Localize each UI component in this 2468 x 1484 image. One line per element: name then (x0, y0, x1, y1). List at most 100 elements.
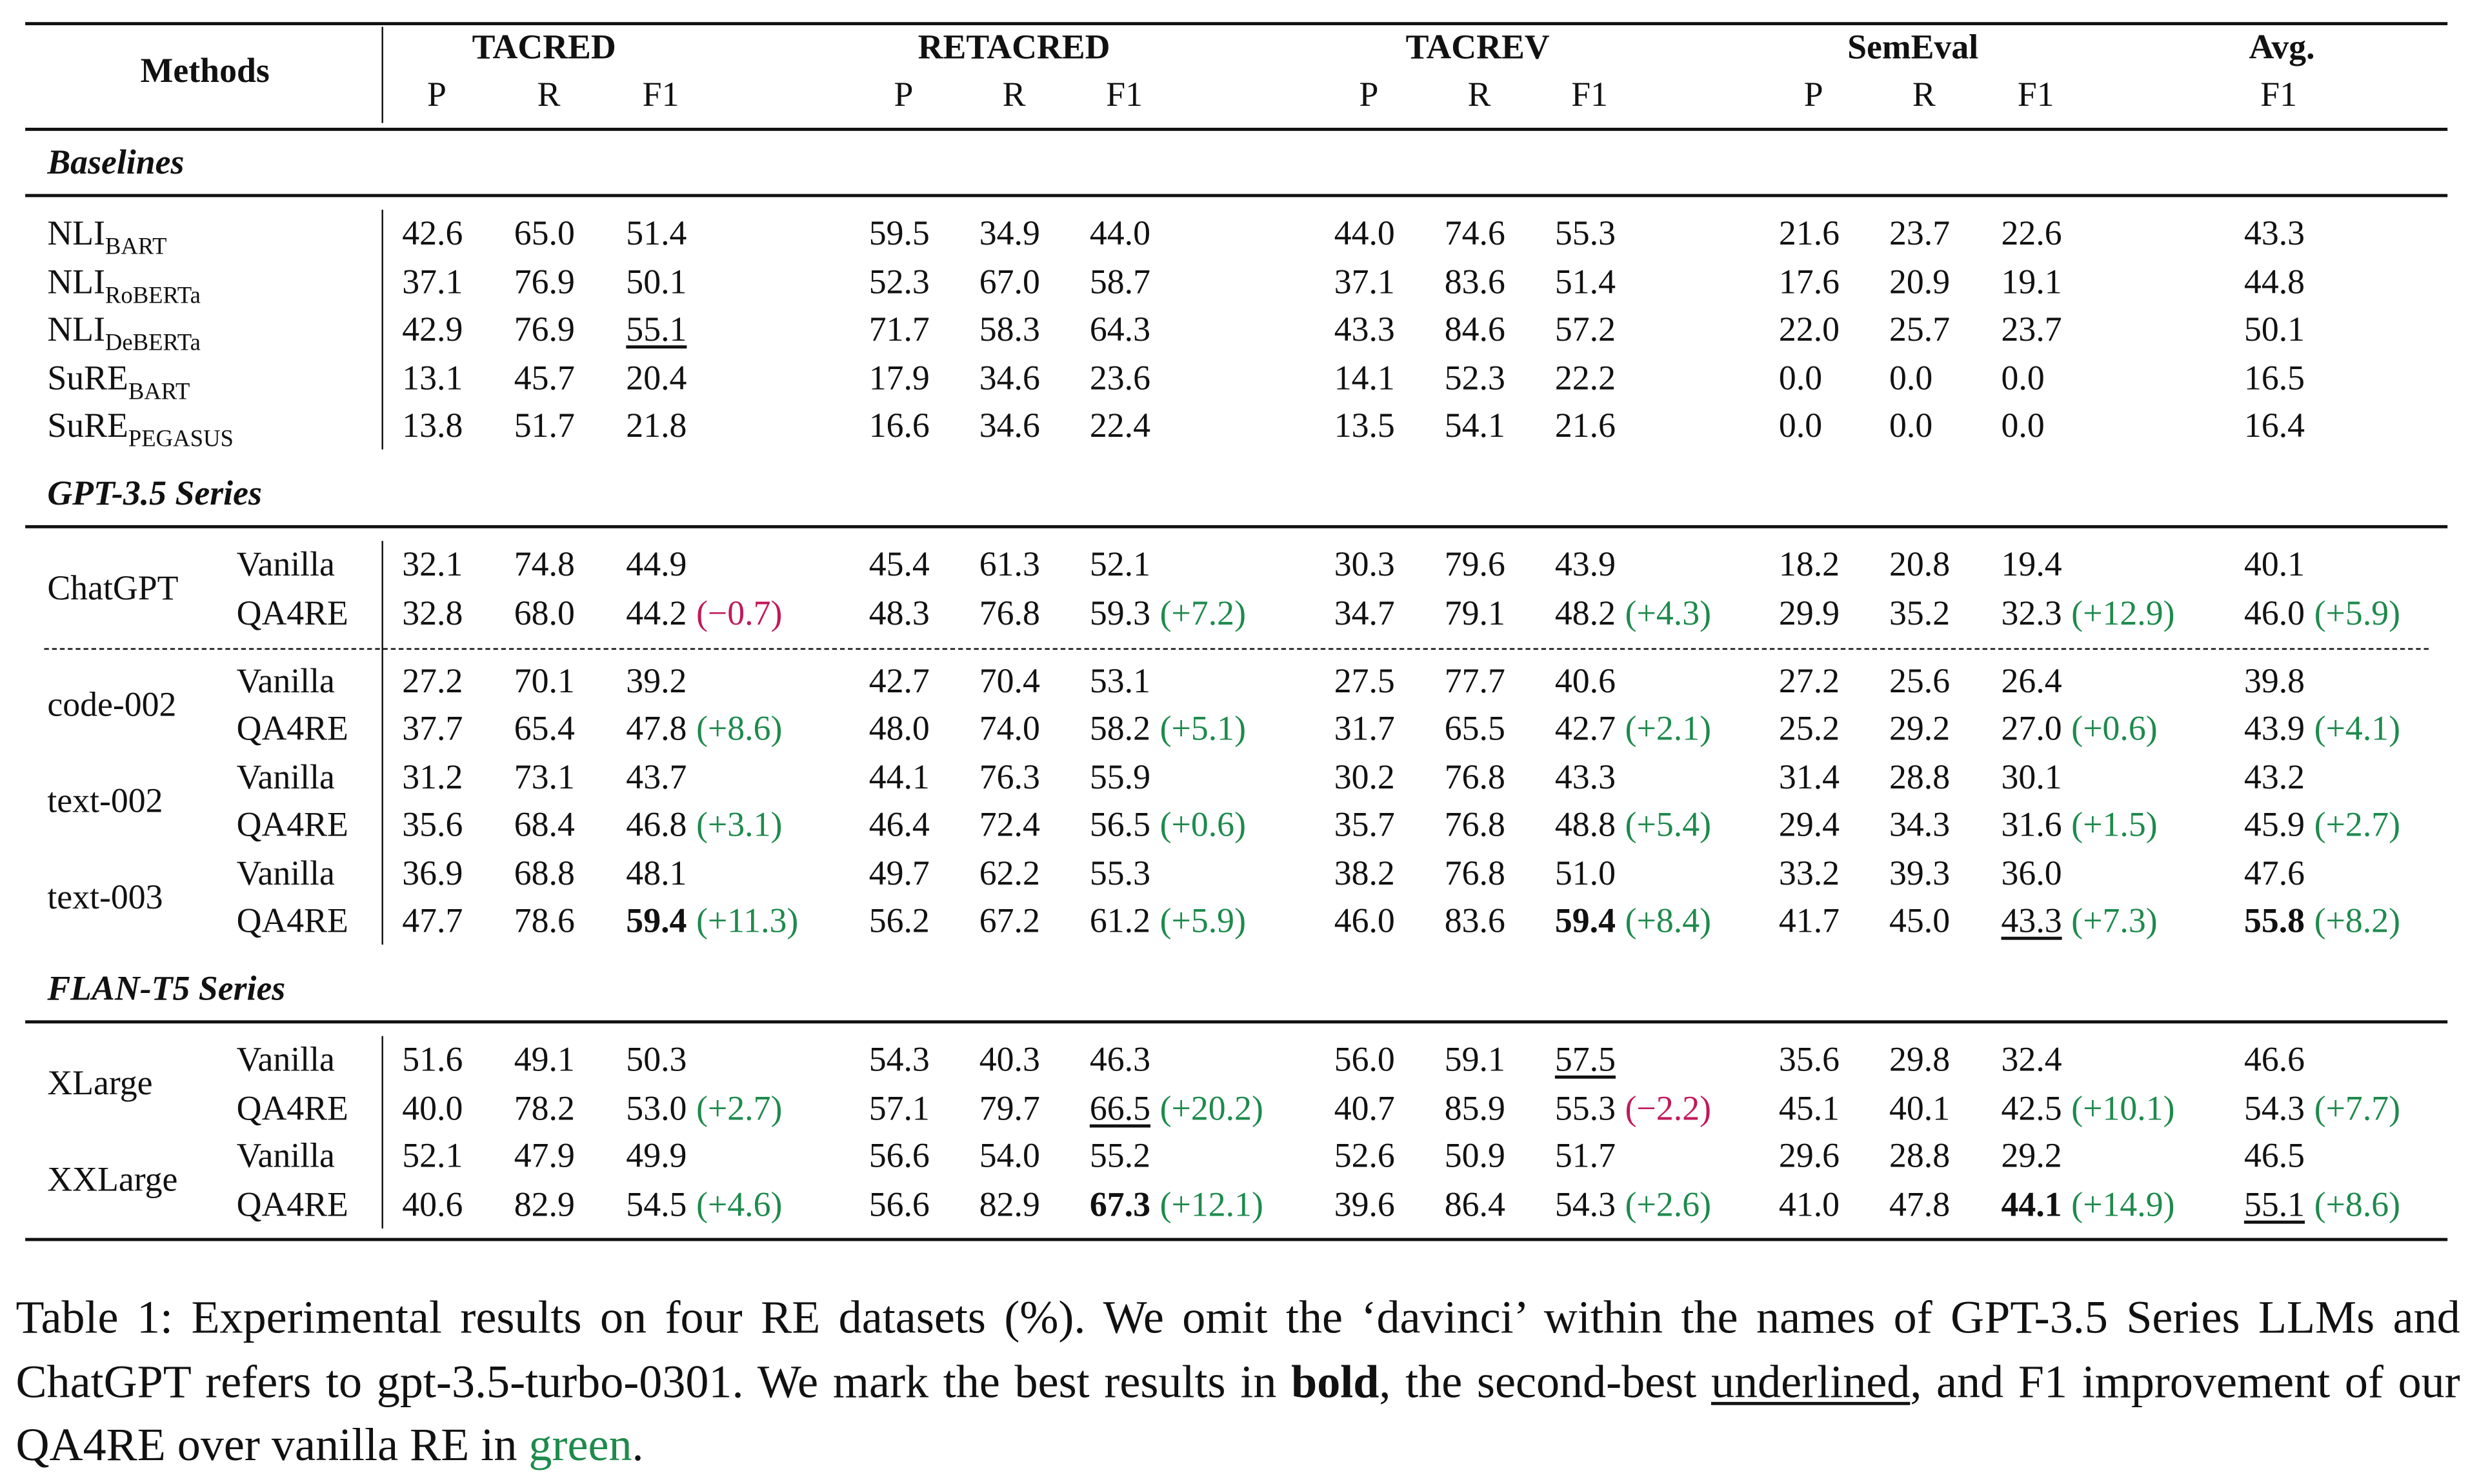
cell: 22.2 (1554, 357, 1616, 397)
cell-delta: (+3.1) (696, 804, 783, 844)
cell: 54.3 (868, 1039, 930, 1079)
cell: 13.1 (402, 357, 463, 397)
cell: 65.0 (514, 212, 575, 253)
method-base: NLI (47, 261, 105, 301)
cell: 51.7 (1554, 1135, 1616, 1175)
cell: 16.6 (868, 405, 930, 445)
cell: 29.2 (2001, 1135, 2062, 1175)
cell-delta: (+4.6) (696, 1183, 783, 1223)
cell: 76.9 (514, 261, 575, 301)
cell: 51.4 (626, 212, 687, 253)
cell: 47.8 (1889, 1183, 1951, 1223)
cell: 46.0 (1334, 900, 1395, 940)
cell: 41.7 (1778, 900, 1840, 940)
cell-delta: (+5.9) (2314, 592, 2401, 632)
cell-delta: (+12.1) (1159, 1183, 1263, 1223)
cell: 42.7 (+2.1) (1555, 708, 1711, 749)
cell-value: 54.3 (1554, 1183, 1616, 1223)
cell: 14.1 (1334, 357, 1395, 397)
cell-delta: (+12.9) (2071, 592, 2175, 632)
cell: 50.3 (626, 1039, 687, 1079)
cell: 50.1 (2243, 309, 2305, 349)
cell: 52.1 (402, 1135, 463, 1175)
table-caption: Table 1: Experimental results on four RE… (15, 1287, 2460, 1478)
cell: 83.6 (1444, 900, 1505, 940)
cell: 48.2 (+4.3) (1555, 592, 1711, 634)
dataset-header: TACRED (472, 26, 616, 66)
cell: 27.2 (402, 659, 463, 699)
cell: 46.8 (+3.1) (626, 804, 782, 845)
cell: 48.1 (626, 852, 687, 892)
cell: 46.6 (2243, 1039, 2305, 1079)
cell: 21.6 (1778, 212, 1840, 253)
group-name: ChatGPT (47, 568, 179, 608)
vertical-rule (381, 541, 384, 945)
cell-delta: (+2.1) (1625, 708, 1711, 748)
cell: 44.9 (626, 544, 687, 584)
cell: 56.2 (868, 900, 930, 940)
cell: 44.0 (1334, 212, 1395, 253)
cell: 57.5 (1555, 1039, 1616, 1081)
cell: 78.2 (514, 1087, 575, 1127)
cell-value: 48.2 (1554, 592, 1616, 632)
cell: 27.2 (1778, 659, 1840, 699)
rule (25, 128, 2448, 130)
metric-header: R (1002, 74, 1026, 114)
cell: 72.4 (979, 804, 1040, 844)
cell: 29.9 (1778, 592, 1840, 632)
cell: 29.6 (1778, 1135, 1840, 1175)
cell: 52.6 (1334, 1135, 1395, 1175)
cell: 43.3 (1554, 756, 1616, 796)
dashed-divider (44, 648, 2429, 650)
metric-header: F1 (2017, 74, 2054, 114)
cell: 39.8 (2243, 659, 2305, 699)
cell: 56.6 (868, 1183, 930, 1223)
cell-value: 59.3 (1089, 592, 1150, 632)
cell-value: 55.1 (2243, 1183, 2305, 1223)
cell: 25.7 (1889, 309, 1951, 349)
cell: 82.9 (514, 1183, 575, 1223)
cell: 32.3 (+12.9) (2001, 592, 2175, 634)
cell: 47.6 (2243, 852, 2305, 892)
cell: 25.6 (1889, 659, 1951, 699)
caption-text: , the second-best (1379, 1357, 1711, 1408)
cell: 40.6 (1554, 659, 1616, 699)
cell: 68.8 (514, 852, 575, 892)
variant-name: QA4RE (236, 592, 348, 632)
cell-value: 31.6 (2001, 804, 2062, 844)
cell: 34.3 (1889, 804, 1951, 844)
cell: 44.1 (+14.9) (2001, 1183, 2175, 1225)
cell: 0.0 (1889, 405, 1933, 445)
rule (25, 22, 2448, 26)
variant-name: Vanilla (236, 1135, 335, 1175)
cell: 42.9 (402, 309, 463, 349)
cell: 58.2 (+5.1) (1090, 708, 1246, 749)
cell: 73.1 (514, 756, 575, 796)
cell: 23.6 (1089, 357, 1150, 397)
cell: 57.1 (868, 1087, 930, 1127)
cell: 85.9 (1444, 1087, 1505, 1127)
cell: 59.5 (868, 212, 930, 253)
cell-value: 46.8 (626, 804, 687, 844)
cell: 70.1 (514, 659, 575, 699)
method-name: SuREBART (47, 357, 190, 405)
cell: 58.7 (1089, 261, 1150, 301)
method-sub: BART (105, 235, 167, 261)
method-sub: PEGASUS (128, 427, 234, 453)
cell: 0.0 (2001, 357, 2045, 397)
cell-value: 44.1 (2001, 1183, 2062, 1223)
cell-delta: (+4.3) (1625, 592, 1711, 632)
cell-delta: (+2.6) (1625, 1183, 1711, 1223)
cell-value: 27.0 (2001, 708, 2062, 748)
cell: 42.5 (+10.1) (2001, 1087, 2175, 1128)
method-sub: RoBERTa (105, 283, 201, 308)
group-name: XLarge (47, 1063, 153, 1103)
cell: 55.3 (1554, 212, 1616, 253)
cell: 44.0 (1089, 212, 1150, 253)
dataset-header: TACREV (1405, 26, 1550, 66)
cell-value: 55.8 (2243, 900, 2305, 940)
cell: 30.2 (1334, 756, 1395, 796)
section-title: FLAN-T5 Series (47, 968, 286, 1008)
